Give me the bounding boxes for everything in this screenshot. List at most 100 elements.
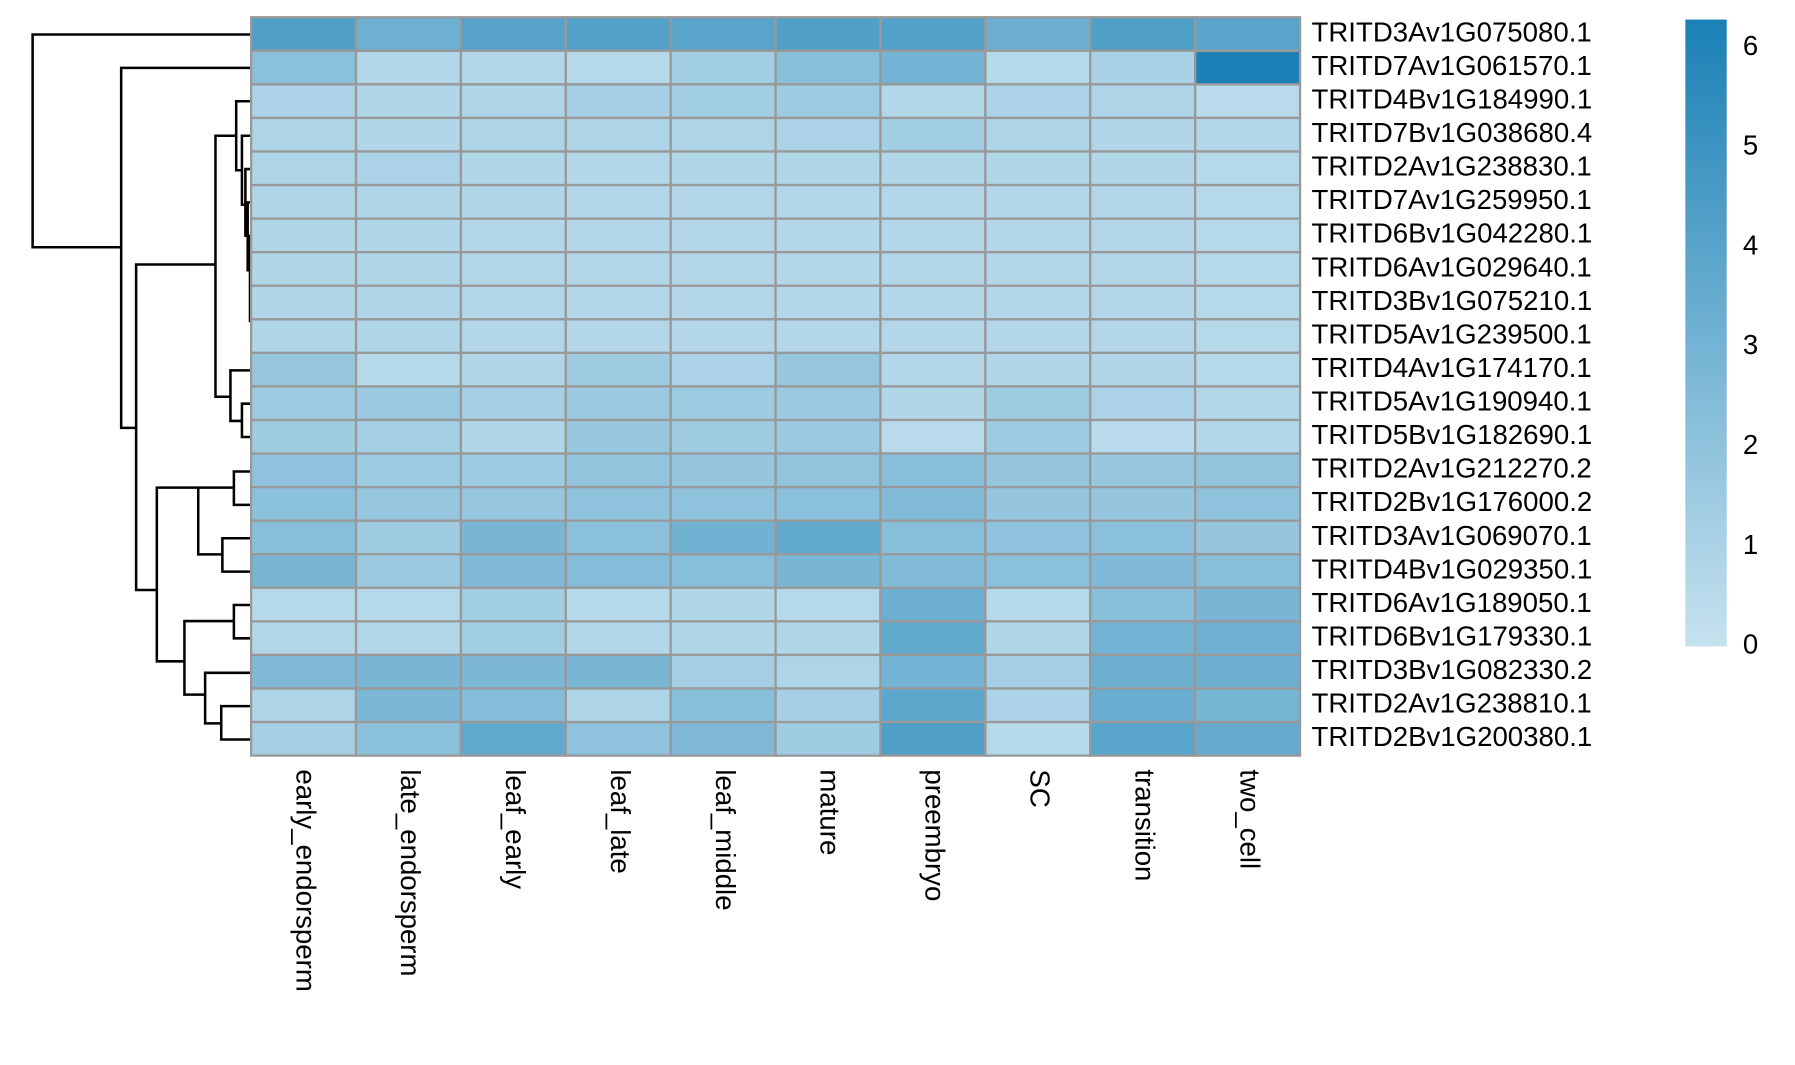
heatmap-cell <box>1193 49 1302 86</box>
heatmap-cell <box>774 586 882 623</box>
heatmap-cell <box>354 284 463 321</box>
heatmap-cell <box>774 83 882 120</box>
column-label: leaf_early <box>500 769 531 889</box>
heatmap-cell <box>1193 519 1302 556</box>
heatmap-cell <box>1193 318 1302 355</box>
heatmap-cell <box>669 452 777 489</box>
heatmap-cell <box>774 452 882 489</box>
heatmap-cell <box>564 116 672 153</box>
heatmap-cell <box>354 83 463 120</box>
heatmap-cell <box>984 452 1092 489</box>
heatmap-cell <box>879 586 987 623</box>
heatmap-cell <box>984 553 1092 589</box>
heatmap-cell <box>1089 553 1197 589</box>
heatmap-cell <box>1193 251 1302 287</box>
heatmap-cell <box>249 720 358 757</box>
heatmap-cell <box>984 351 1092 388</box>
heatmap-cell <box>879 183 987 220</box>
heatmap-cell <box>879 217 987 254</box>
heatmap-cell <box>984 485 1092 522</box>
heatmap-cell <box>879 485 987 522</box>
heatmap-cell <box>669 183 777 220</box>
heatmap-cell <box>459 553 567 589</box>
row-label: TRITD3Bv1G075210.1 <box>1312 285 1593 316</box>
heatmap-cell <box>354 150 463 187</box>
row-label: TRITD4Bv1G029350.1 <box>1312 553 1593 584</box>
heatmap-cell <box>774 16 882 52</box>
heatmap-cell <box>1193 385 1302 422</box>
heatmap-cell <box>669 83 777 120</box>
heatmap-cell <box>564 49 672 86</box>
heatmap-cell <box>459 452 567 489</box>
heatmap-cell <box>1193 116 1302 153</box>
row-label: TRITD5Bv1G182690.1 <box>1312 419 1593 450</box>
heatmap-cell <box>459 720 567 757</box>
heatmap-cell <box>459 653 567 690</box>
heatmap-cell <box>669 720 777 757</box>
heatmap-cell <box>774 251 882 287</box>
heatmap-cell <box>1089 418 1197 455</box>
heatmap-cell <box>354 116 463 153</box>
heatmap-cell <box>459 687 567 724</box>
dendrogram <box>31 33 252 741</box>
heatmap-cell <box>774 620 882 657</box>
heatmap-cell <box>774 720 882 757</box>
heatmap-cell <box>1089 653 1197 690</box>
heatmap-cell <box>1089 620 1197 657</box>
heatmap-cell <box>249 183 358 220</box>
row-label: TRITD6Bv1G042280.1 <box>1312 218 1593 249</box>
heatmap-cell <box>564 519 672 556</box>
heatmap-cell <box>879 284 987 321</box>
heatmap-cell <box>774 217 882 254</box>
heatmap-cell <box>459 251 567 287</box>
heatmap-cell <box>459 620 567 657</box>
heatmap-cell <box>1089 217 1197 254</box>
heatmap-cell <box>669 49 777 86</box>
heatmap-cell <box>879 687 987 724</box>
heatmap-cell <box>1193 586 1302 623</box>
heatmap-cell <box>984 385 1092 422</box>
row-label: TRITD2Bv1G200380.1 <box>1312 721 1593 752</box>
heatmap-cell <box>249 620 358 657</box>
heatmap-cell <box>669 620 777 657</box>
heatmap-cell <box>459 351 567 388</box>
heatmap-cell <box>879 385 987 422</box>
heatmap-cell <box>354 318 463 355</box>
row-label: TRITD7Bv1G038680.4 <box>1312 117 1593 148</box>
heatmap-cell <box>1089 251 1197 287</box>
heatmap-cell <box>1089 284 1197 321</box>
heatmap-cell <box>879 452 987 489</box>
heatmap-cell <box>459 485 567 522</box>
heatmap-cell <box>1193 620 1302 657</box>
heatmap-cell <box>1193 653 1302 690</box>
heatmap-cell <box>984 519 1092 556</box>
heatmap-cell <box>564 251 672 287</box>
column-label: two_cell <box>1234 769 1265 869</box>
heatmap-cell <box>984 251 1092 287</box>
heatmap-cell <box>564 586 672 623</box>
heatmap-cell <box>1193 183 1302 220</box>
heatmap-cell <box>1193 687 1302 724</box>
heatmap-cell <box>354 620 463 657</box>
heatmap-cell <box>879 83 987 120</box>
heatmap-cell <box>879 720 987 757</box>
row-label: TRITD3Bv1G082330.2 <box>1312 654 1593 685</box>
colorbar-tick-label: 0 <box>1743 629 1758 660</box>
heatmap-cell <box>879 150 987 187</box>
heatmap-cell <box>1193 16 1302 52</box>
colorbar-tick-label: 6 <box>1743 30 1758 61</box>
heatmap-cell <box>564 217 672 254</box>
heatmap-cell <box>354 49 463 86</box>
heatmap-cell <box>564 385 672 422</box>
heatmap-cell <box>1193 284 1302 321</box>
heatmap-cell <box>1089 485 1197 522</box>
heatmap-cell <box>984 217 1092 254</box>
heatmap-cell <box>984 720 1092 757</box>
colorbar-tick-label: 2 <box>1743 429 1758 460</box>
heatmap-cell <box>564 183 672 220</box>
heatmap-cell <box>774 553 882 589</box>
heatmap-cell <box>354 251 463 287</box>
heatmap-cell <box>879 318 987 355</box>
heatmap-cell <box>774 385 882 422</box>
